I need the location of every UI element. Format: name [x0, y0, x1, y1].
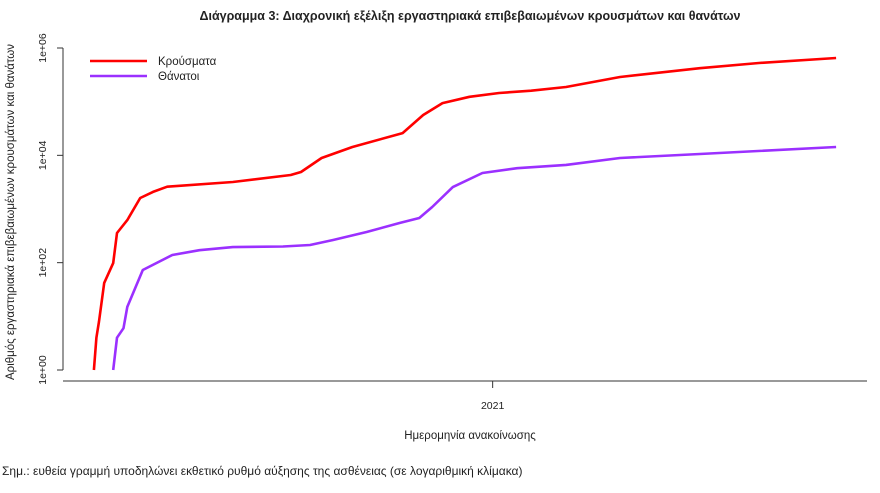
y-tick-label: 1e+00 [37, 355, 49, 385]
series-line-1 [111, 145, 837, 371]
y-tick-label: 1e+02 [37, 248, 49, 278]
x-tick-label: 2021 [481, 400, 505, 412]
x-ticks: 2021 [481, 381, 505, 412]
x-axis-label: Ημερομηνία ανακοίνωσης [404, 430, 536, 442]
footnote: Σημ.: ευθεία γραμμή υποδηλώνει εκθετικό … [2, 464, 522, 478]
y-tick-label: 1e+06 [37, 33, 49, 63]
y-ticks: 1e+00 1e+02 1e+04 1e+06 [37, 33, 63, 385]
legend-label-1: Θάνατοι [158, 71, 200, 83]
y-tick-label: 1e+04 [37, 140, 49, 170]
series-line-0 [92, 56, 837, 371]
legend-label-0: Κρούσματα [158, 56, 217, 68]
chart-title: Διάγραμμα 3: Διαχρονική εξέλιξη εργαστηρ… [199, 9, 740, 23]
legend: Κρούσματα Θάνατοι [90, 56, 217, 83]
series-lines [92, 56, 837, 371]
y-axis-label: Αριθμός εργαστηριακά επιβεβαιωμένων κρου… [5, 44, 17, 380]
